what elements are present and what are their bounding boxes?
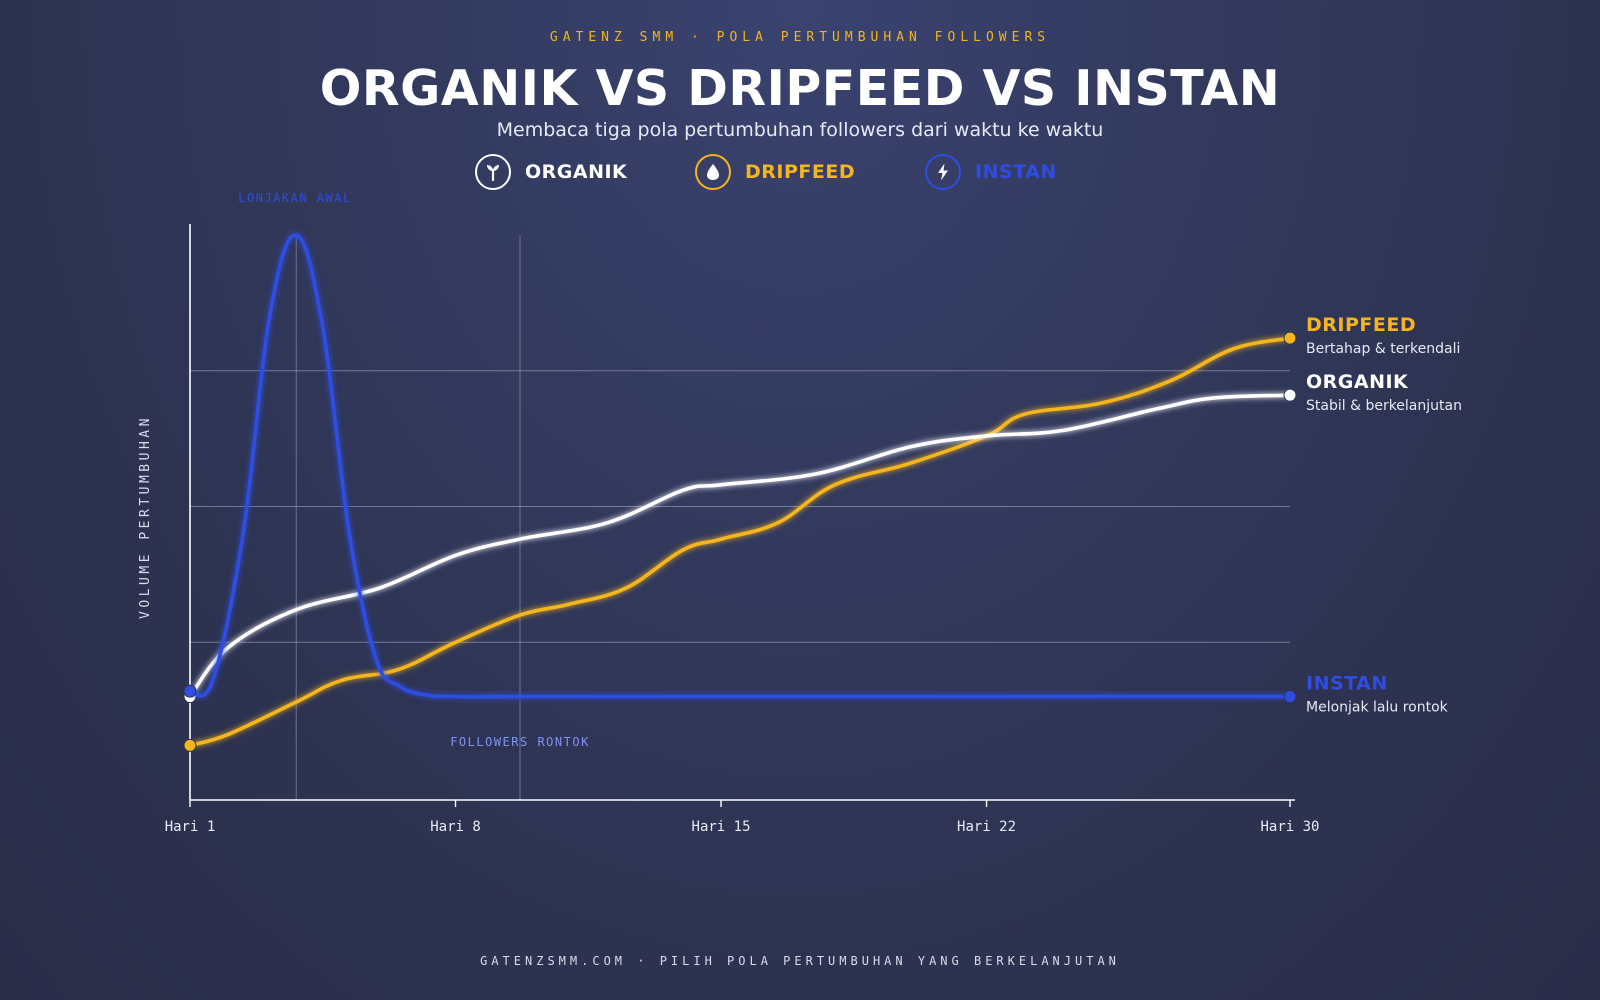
end-label-instan: INSTAN xyxy=(1306,673,1388,695)
series-line-organik xyxy=(188,393,1292,699)
legend-item-dripfeed: DRIPFEED xyxy=(695,150,855,194)
legend-label-dripfeed: DRIPFEED xyxy=(745,161,856,183)
point-end-dripfeed xyxy=(1283,331,1297,345)
droplet-icon xyxy=(695,154,731,190)
end-note-dripfeed: Bertahap & terkendali xyxy=(1306,341,1460,357)
x-tick-label: Hari 15 xyxy=(692,819,751,835)
annotation-lonjakan-awal: LONJAKAN AWAL xyxy=(238,191,351,205)
end-note-instan: Melonjak lalu rontok xyxy=(1306,700,1449,716)
series-line-instan xyxy=(188,233,1292,699)
point-start-dripfeed xyxy=(183,738,197,752)
sprout-icon xyxy=(475,154,511,190)
chart-title: ORGANIK VS DRIPFEED VS INSTAN xyxy=(319,60,1281,117)
y-axis-label: VOLUME PERTUMBUHAN xyxy=(138,415,153,619)
point-end-instan xyxy=(1283,690,1297,704)
point-start-instan xyxy=(183,684,197,698)
end-label-dripfeed: DRIPFEED xyxy=(1306,314,1416,336)
x-tick-label: Hari 22 xyxy=(957,819,1016,835)
legend: ORGANIK DRIPFEED INSTAN xyxy=(0,150,1600,194)
legend-label-instan: INSTAN xyxy=(975,161,1057,183)
x-tick-label: Hari 30 xyxy=(1260,819,1319,835)
end-label-organik: ORGANIK xyxy=(1306,371,1409,393)
legend-item-organik: ORGANIK xyxy=(475,150,627,194)
annotation-followers-rontok: FOLLOWERS RONTOK xyxy=(450,735,590,749)
point-end-organik xyxy=(1283,388,1297,402)
end-note-organik: Stabil & berkelanjutan xyxy=(1306,398,1462,414)
chart-subtitle: Membaca tiga pola pertumbuhan followers … xyxy=(496,119,1104,141)
legend-item-instan: INSTAN xyxy=(925,150,1057,194)
x-tick-label: Hari 8 xyxy=(430,819,481,835)
legend-label-organik: ORGANIK xyxy=(525,161,628,183)
footer: GATENZSMM.COM · PILIH POLA PERTUMBUHAN Y… xyxy=(480,954,1120,968)
series-line-dripfeed xyxy=(188,336,1292,748)
chart-eyebrow: GATENZ SMM · POLA PERTUMBUHAN FOLLOWERS xyxy=(549,30,1051,45)
lightning-icon xyxy=(925,154,961,190)
x-tick-label: Hari 1 xyxy=(165,819,216,835)
